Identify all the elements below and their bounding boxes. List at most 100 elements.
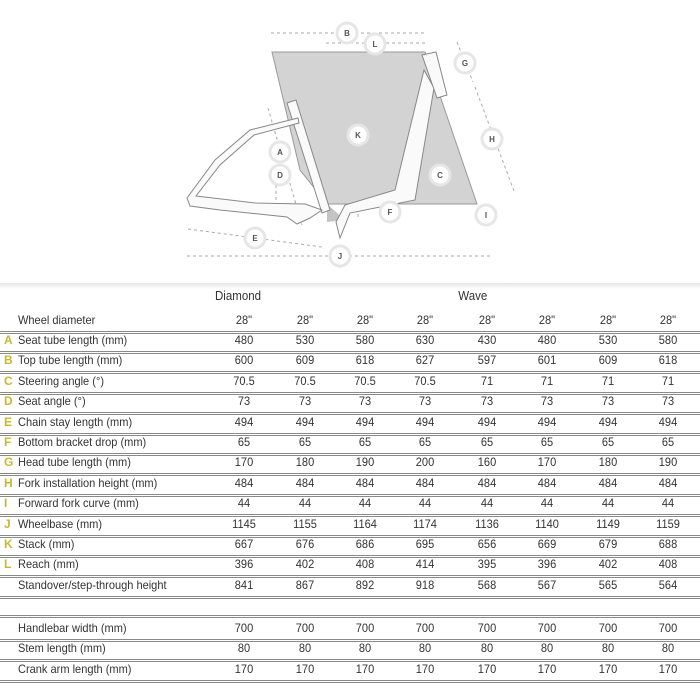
cell-value: 494 <box>355 414 375 429</box>
label-g: G <box>462 59 468 68</box>
cell-value: 565 <box>598 577 618 592</box>
cell-value: 530 <box>598 333 618 347</box>
cell-value: 484 <box>537 475 557 490</box>
cell-value: 28" <box>416 313 434 327</box>
cell-value: 180 <box>598 455 618 470</box>
cell-value: 841 <box>234 577 254 592</box>
cell-value: 1145 <box>232 516 256 531</box>
row-letter: K <box>4 537 13 551</box>
label-circle-l <box>363 32 387 56</box>
cell-value: 65 <box>298 435 312 449</box>
cell-value: 180 <box>295 455 315 470</box>
label-c: C <box>437 171 443 180</box>
row-label: Stack (mm) <box>18 537 75 551</box>
cell-value: 170 <box>537 661 557 676</box>
cell-value: 65 <box>358 435 372 449</box>
table-top-band <box>0 283 700 289</box>
label-l: L <box>373 40 378 49</box>
row-letter: H <box>4 475 13 490</box>
cell-value: 65 <box>601 435 615 449</box>
cell-value: 867 <box>295 577 315 592</box>
cell-value: 430 <box>477 333 497 347</box>
cell-value: 700 <box>537 621 557 635</box>
table-row: L Reach (mm) 396 402 408 414 395 396 402 408 <box>0 555 700 579</box>
cell-value: 484 <box>415 475 435 490</box>
cell-value: 892 <box>355 577 375 592</box>
row-label: Wheel diameter <box>18 313 96 327</box>
cell-value: 170 <box>598 661 618 676</box>
cell-value: 402 <box>598 557 618 572</box>
row-label: Bottom bracket drop (mm) <box>18 435 147 449</box>
cell-value: 494 <box>234 414 254 429</box>
cell-value: 494 <box>658 414 678 429</box>
row-label: Top tube length (mm) <box>18 353 123 368</box>
label-circle-j <box>328 244 352 268</box>
cell-value: 44 <box>601 496 615 511</box>
cell-value: 44 <box>298 496 312 511</box>
cell-value: 484 <box>234 475 254 490</box>
cell-value: 484 <box>355 475 375 490</box>
cell-value: 494 <box>415 414 435 429</box>
cell-value: 656 <box>477 537 497 551</box>
label-k: K <box>355 131 361 140</box>
row-letter: J <box>4 516 11 531</box>
cell-value: 28" <box>538 313 556 327</box>
table-row: C Steering angle (°) 70.5 70.5 70.5 70.5 71 71 7… <box>0 372 700 395</box>
cell-value: 28" <box>235 313 253 327</box>
cell-value: 65 <box>661 435 675 449</box>
cell-value: 71 <box>661 373 675 388</box>
cell-value: 73 <box>601 394 615 409</box>
cell-value: 44 <box>661 496 675 511</box>
row-label: Seat tube length (mm) <box>18 333 128 347</box>
row-letter: D <box>4 394 13 409</box>
cell-value: 408 <box>658 557 678 572</box>
cell-value: 80 <box>601 641 615 656</box>
table-row: E Chain stay length (mm) 494 494 494 494 494 49… <box>0 413 700 436</box>
cell-value: 686 <box>355 537 375 551</box>
table-row: B Top tube length (mm) 600 609 618 627 597 601 6… <box>0 351 700 375</box>
header-row: Wheel diameter 28" 28" 28" 28" 28" 28" 28" 28" <box>0 311 700 334</box>
row-letter: G <box>4 455 14 470</box>
cell-value: 414 <box>415 557 435 572</box>
cell-value: 618 <box>355 353 375 368</box>
cell-value: 28" <box>296 313 314 327</box>
cell-value: 44 <box>540 496 554 511</box>
cell-value: 700 <box>415 621 435 635</box>
cell-value: 567 <box>537 577 557 592</box>
label-j: J <box>338 252 342 261</box>
cell-value: 71 <box>601 373 615 388</box>
cell-value: 73 <box>480 394 494 409</box>
cell-value: 70.5 <box>294 373 316 388</box>
row-letter: F <box>4 435 12 449</box>
label-d: D <box>277 171 283 180</box>
cell-value: 918 <box>415 577 435 592</box>
cell-value: 530 <box>295 333 315 347</box>
cell-value: 695 <box>415 537 435 551</box>
label-circle-g <box>453 51 477 75</box>
cell-value: 600 <box>234 353 254 368</box>
cell-value: 1140 <box>535 516 559 531</box>
cell-value: 494 <box>598 414 618 429</box>
cell-value: 170 <box>295 661 315 676</box>
table-row: I Forward fork curve (mm) 44 44 44 44 44 44 44 44 <box>0 494 700 518</box>
row-label: Forward fork curve (mm) <box>18 496 139 511</box>
cell-value: 667 <box>234 537 254 551</box>
row-letter: I <box>4 496 8 511</box>
label-e: E <box>252 234 258 243</box>
table-row: G Head tube length (mm) 170 180 190 200 160 170… <box>0 453 700 477</box>
cell-value: 494 <box>537 414 557 429</box>
row-label: Reach (mm) <box>18 557 79 572</box>
cell-value: 1174 <box>413 516 437 531</box>
cell-value: 170 <box>658 661 678 676</box>
cell-value: 80 <box>358 641 372 656</box>
cell-value: 65 <box>418 435 432 449</box>
label-h: H <box>489 135 495 144</box>
cell-value: 71 <box>480 373 494 388</box>
cell-value: 190 <box>658 455 678 470</box>
table-row: Crank arm length (mm) 170 170 170 170 170 170 1… <box>0 660 700 683</box>
label-circle-k <box>346 123 370 147</box>
cell-value: 480 <box>537 333 557 347</box>
row-letter: E <box>4 414 13 429</box>
row-label: Handlebar width (mm) <box>18 621 127 635</box>
row-letter: L <box>4 557 12 572</box>
